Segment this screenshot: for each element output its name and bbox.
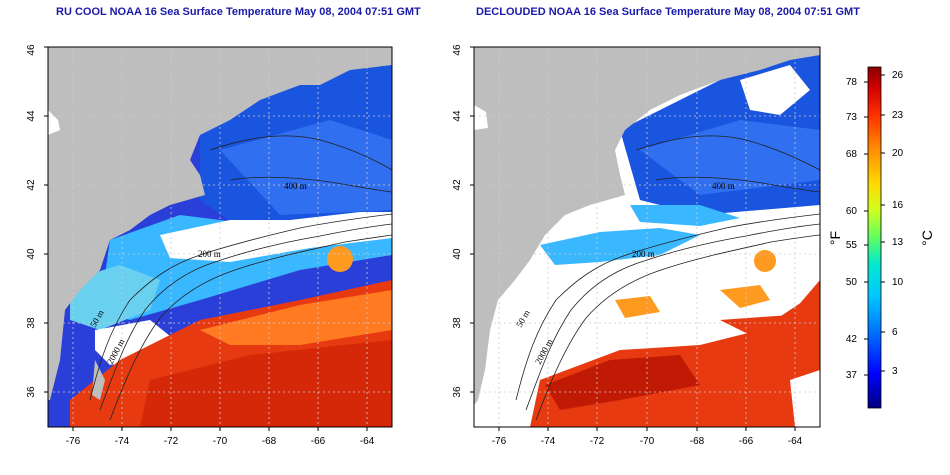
shelf-water xyxy=(630,205,740,226)
lon-tick: -70 xyxy=(213,436,228,447)
warm-core xyxy=(545,355,700,410)
fahrenheit-tick: 37 xyxy=(846,370,858,381)
fahrenheit-tick: 73 xyxy=(846,112,858,123)
gulf-of-maine-water xyxy=(640,120,820,195)
celsius-tick: 3 xyxy=(892,366,898,377)
right-panel-title: DECLOUDED NOAA 16 Sea Surface Temperatur… xyxy=(476,6,860,18)
bathymetry-contours xyxy=(515,135,820,421)
cloud-patch xyxy=(790,370,820,427)
warm-patch xyxy=(615,296,660,318)
warm-eddy-region xyxy=(200,290,392,345)
celsius-tick: 10 xyxy=(892,277,904,288)
cloud-patch xyxy=(740,65,810,115)
lon-tick: -68 xyxy=(262,436,277,447)
celsius-tick: 20 xyxy=(892,148,904,159)
gulf-of-maine-water xyxy=(220,120,392,215)
lon-tick: -74 xyxy=(115,436,130,447)
right-lat-labels: 36 38 40 42 44 46 xyxy=(452,44,463,398)
lat-tick: 40 xyxy=(26,248,37,260)
lat-tick: 44 xyxy=(452,110,463,122)
celsius-tick: 13 xyxy=(892,237,904,248)
left-panel-title: RU COOL NOAA 16 Sea Surface Temperature … xyxy=(56,6,421,18)
inland-lake xyxy=(474,105,488,130)
fahrenheit-unit-label: °F xyxy=(827,231,843,245)
warm-patch xyxy=(720,285,770,308)
lon-tick: -64 xyxy=(360,436,375,447)
lon-tick: -76 xyxy=(66,436,81,447)
fahrenheit-tick: 78 xyxy=(846,77,858,88)
shelf-water xyxy=(540,228,700,265)
fahrenheit-tick: 42 xyxy=(846,334,858,345)
celsius-tick: 6 xyxy=(892,327,898,338)
lon-tick: -66 xyxy=(311,436,326,447)
contour-label-200m: 200 m xyxy=(198,249,221,259)
lat-tick: 38 xyxy=(452,317,463,329)
colorbar-tickmarks xyxy=(864,74,885,376)
right-lon-labels: -76 -74 -72 -70 -68 -66 -64 xyxy=(492,436,803,447)
right-axis-tickmarks xyxy=(470,46,796,431)
lat-tick: 36 xyxy=(26,386,37,398)
celsius-tick: 26 xyxy=(892,70,904,81)
graticule xyxy=(474,47,820,427)
inland-lake xyxy=(48,110,60,135)
lon-tick: -70 xyxy=(640,436,655,447)
left-sst-map: 50 m 200 m 2000 m 400 m xyxy=(48,47,392,427)
land-mass xyxy=(474,47,820,405)
lat-tick: 42 xyxy=(26,179,37,191)
contour-label-400m: 400 m xyxy=(284,181,307,191)
right-sst-map: 50 m 200 m 2000 m 400 m xyxy=(474,47,820,427)
celsius-unit-label: °C xyxy=(919,230,935,246)
warm-core xyxy=(140,340,392,427)
lon-tick: -74 xyxy=(541,436,556,447)
colorbar-gradient xyxy=(867,66,882,409)
left-lat-labels: 36 38 40 42 44 46 xyxy=(26,44,37,398)
lat-tick: 40 xyxy=(452,248,463,260)
warm-core-ring xyxy=(327,246,353,272)
lat-tick: 46 xyxy=(26,44,37,56)
left-axis-tickmarks xyxy=(44,46,368,431)
graticule xyxy=(48,47,392,427)
contour-label-400m: 400 m xyxy=(712,181,735,191)
fahrenheit-tick: 50 xyxy=(846,277,858,288)
delmarva-land xyxy=(92,360,105,400)
lat-tick: 46 xyxy=(452,44,463,56)
bathymetry-contours xyxy=(89,135,392,421)
lat-tick: 36 xyxy=(452,386,463,398)
lat-tick: 44 xyxy=(26,110,37,122)
lon-tick: -76 xyxy=(492,436,507,447)
lat-tick: 42 xyxy=(452,179,463,191)
celsius-tick: 16 xyxy=(892,200,904,211)
celsius-tick: 23 xyxy=(892,110,904,121)
temperature-colorbar: 78 73 68 60 55 50 42 37 26 23 20 16 13 1… xyxy=(827,66,935,409)
fahrenheit-tick: 68 xyxy=(846,149,858,160)
lon-tick: -64 xyxy=(788,436,803,447)
nearshore-water xyxy=(70,265,160,330)
fahrenheit-tick: 55 xyxy=(846,240,858,251)
fahrenheit-tick: 60 xyxy=(846,206,858,217)
lon-tick: -72 xyxy=(590,436,605,447)
land-mass xyxy=(48,47,392,400)
lon-tick: -72 xyxy=(164,436,179,447)
left-lon-labels: -76 -74 -72 -70 -68 -66 -64 xyxy=(66,436,375,447)
contour-label-200m: 200 m xyxy=(632,249,655,259)
lon-tick: -68 xyxy=(690,436,705,447)
warm-core-ring xyxy=(754,250,776,272)
lon-tick: -66 xyxy=(739,436,754,447)
lat-tick: 38 xyxy=(26,317,37,329)
